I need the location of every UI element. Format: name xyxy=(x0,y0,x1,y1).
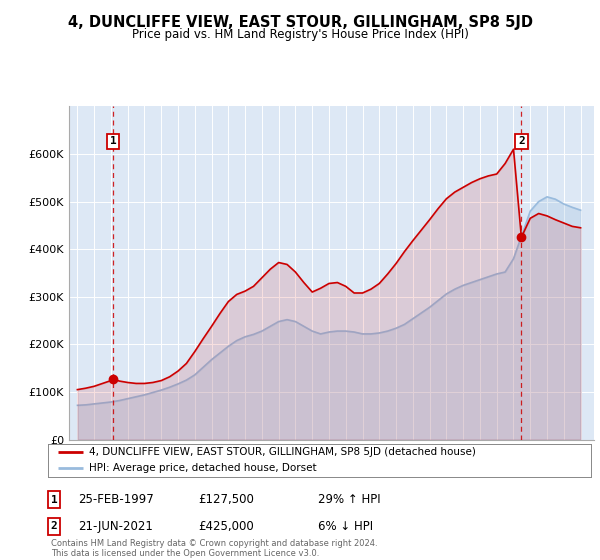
Text: 2: 2 xyxy=(518,137,525,146)
Text: 6% ↓ HPI: 6% ↓ HPI xyxy=(318,520,373,533)
Text: 4, DUNCLIFFE VIEW, EAST STOUR, GILLINGHAM, SP8 5JD (detached house): 4, DUNCLIFFE VIEW, EAST STOUR, GILLINGHA… xyxy=(89,447,476,458)
Text: Price paid vs. HM Land Registry's House Price Index (HPI): Price paid vs. HM Land Registry's House … xyxy=(131,28,469,41)
Text: 1: 1 xyxy=(50,494,58,505)
Text: £425,000: £425,000 xyxy=(198,520,254,533)
Text: 4, DUNCLIFFE VIEW, EAST STOUR, GILLINGHAM, SP8 5JD: 4, DUNCLIFFE VIEW, EAST STOUR, GILLINGHA… xyxy=(67,15,533,30)
Text: 25-FEB-1997: 25-FEB-1997 xyxy=(78,493,154,506)
Text: £127,500: £127,500 xyxy=(198,493,254,506)
Text: 2: 2 xyxy=(50,521,58,531)
Text: HPI: Average price, detached house, Dorset: HPI: Average price, detached house, Dors… xyxy=(89,463,316,473)
Text: 29% ↑ HPI: 29% ↑ HPI xyxy=(318,493,380,506)
Text: Contains HM Land Registry data © Crown copyright and database right 2024.
This d: Contains HM Land Registry data © Crown c… xyxy=(51,539,377,558)
Text: 1: 1 xyxy=(110,137,116,146)
Text: 21-JUN-2021: 21-JUN-2021 xyxy=(78,520,153,533)
